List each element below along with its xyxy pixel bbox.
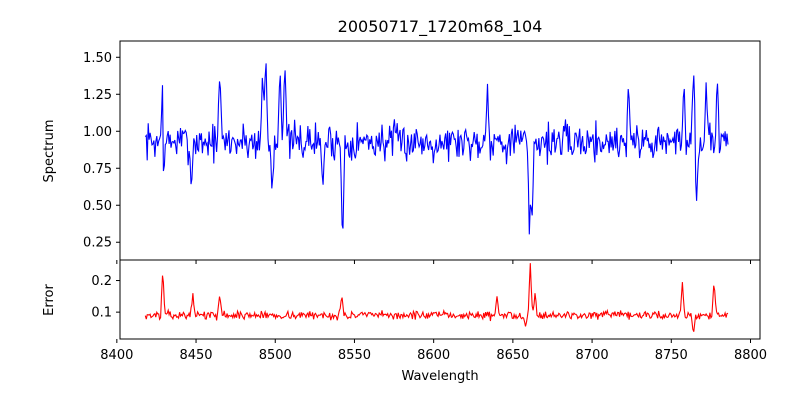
spectrum-y-ticks: 0.25 0.50 0.75 1.00 1.25 1.50 [83, 51, 120, 251]
x-tick-label: 8700 [576, 348, 609, 363]
error-x-ticks: 8400 8450 8500 8550 8600 8650 8700 8750 8800 [100, 339, 767, 363]
x-tick-label: 8550 [338, 348, 371, 363]
x-tick-label: 8450 [179, 348, 212, 363]
x-tick-label: 8600 [417, 348, 450, 363]
y-tick-label: 1.00 [83, 125, 112, 140]
x-tick-label: 8500 [259, 348, 292, 363]
x-axis-label: Wavelength [401, 369, 478, 384]
y-tick-label: 1.25 [83, 88, 112, 103]
y-tick-label: 0.75 [83, 162, 112, 177]
y-tick-label: 1.50 [83, 51, 112, 66]
spectrum-series-line [144, 63, 729, 235]
error-series-line [144, 263, 729, 332]
y-tick-label: 0.25 [83, 236, 112, 251]
spectrum-x-ticks [116, 260, 751, 264]
error-y-label: Error [42, 284, 57, 316]
y-tick-label: 0.2 [91, 274, 112, 289]
x-tick-label: 8750 [655, 348, 688, 363]
x-tick-label: 8800 [734, 348, 767, 363]
chart-title: 20050717_1720m68_104 [338, 17, 543, 37]
x-tick-label: 8650 [496, 348, 529, 363]
y-tick-label: 0.1 [91, 306, 112, 321]
error-plot-frame [119, 259, 761, 340]
y-tick-label: 0.50 [83, 199, 112, 214]
x-tick-label: 8400 [100, 348, 133, 363]
error-y-ticks: 0.1 0.2 [91, 274, 120, 321]
spectrum-y-label: Spectrum [42, 120, 57, 183]
error-panel: 0.10.2 8400 8450 8500 8550 8600 8650 8700 8750 8… [42, 259, 767, 384]
spectrum-panel: 0.25 0.50 0.75 1.00 1.25 1.50 Spectrum [42, 40, 761, 264]
